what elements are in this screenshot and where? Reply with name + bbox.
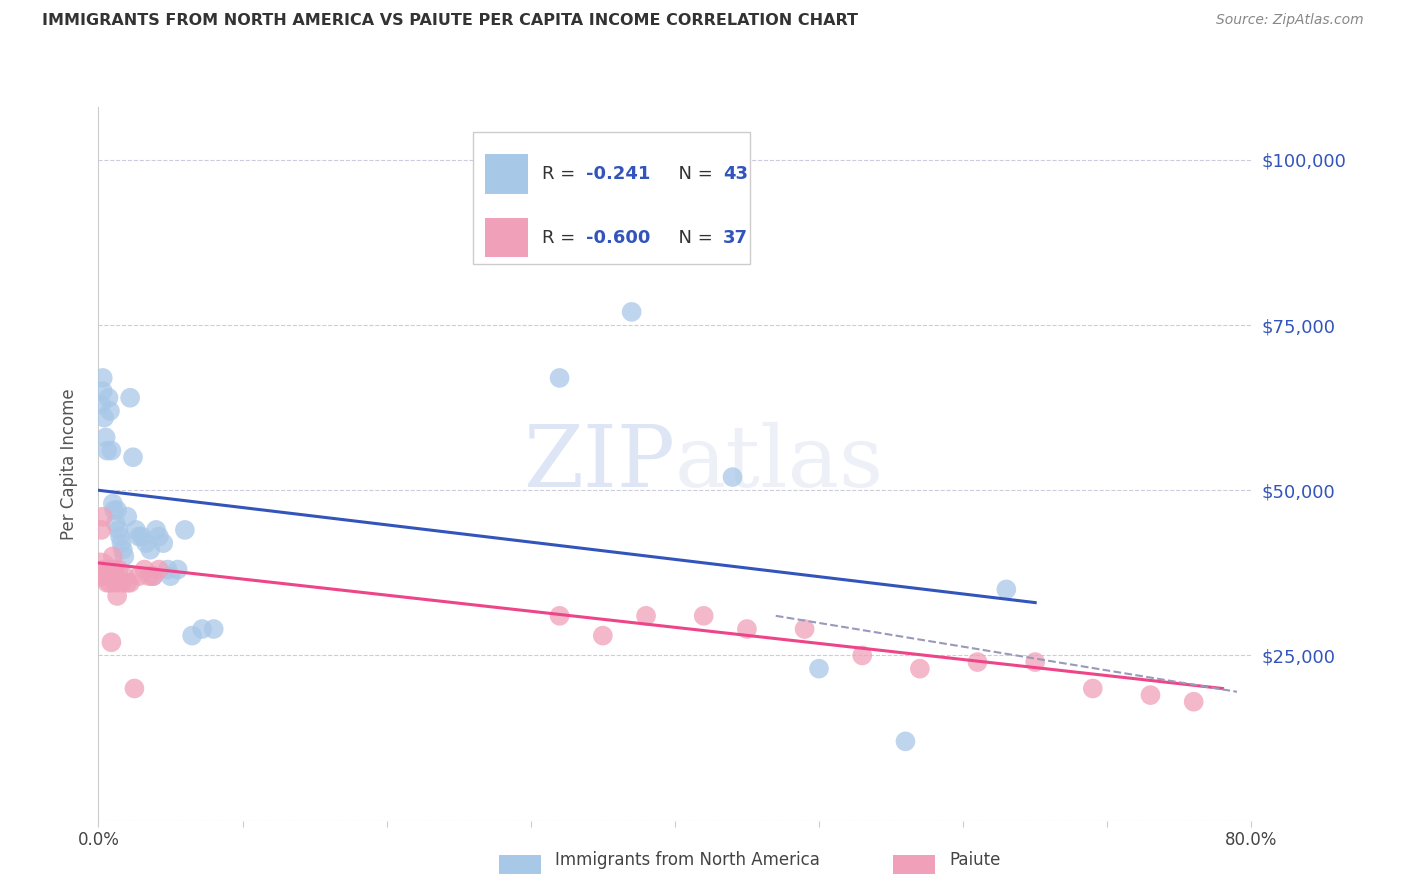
Text: ZIP: ZIP [523, 422, 675, 506]
Point [90, 397, 112, 411]
Point [112, 569, 135, 583]
Point [117, 575, 139, 590]
Point [202, 622, 225, 636]
Point [159, 569, 181, 583]
Point [108, 529, 131, 543]
Point [93, 410, 115, 425]
Point [807, 662, 830, 676]
Point [120, 391, 142, 405]
Point [122, 450, 145, 465]
Point [592, 629, 614, 643]
Point [166, 563, 188, 577]
Point [548, 371, 571, 385]
Point [131, 529, 153, 543]
Point [98, 575, 121, 590]
Point [103, 563, 125, 577]
Point [105, 589, 128, 603]
Point [101, 496, 124, 510]
Point [966, 655, 988, 669]
Point [995, 582, 1018, 597]
Text: 37: 37 [723, 228, 748, 246]
Text: N =: N = [666, 228, 718, 246]
Point [107, 563, 129, 577]
Point [174, 523, 197, 537]
Point [103, 503, 125, 517]
Point [91, 371, 114, 385]
Point [91, 384, 114, 399]
Point [120, 575, 142, 590]
Point [138, 569, 160, 583]
Point [94, 430, 117, 444]
Point [91, 509, 114, 524]
FancyBboxPatch shape [472, 132, 749, 264]
Point [142, 569, 165, 583]
Point [636, 608, 658, 623]
Point [128, 569, 150, 583]
Point [97, 391, 120, 405]
Point [94, 569, 117, 583]
Text: atlas: atlas [675, 422, 884, 506]
Point [101, 549, 124, 564]
Text: IMMIGRANTS FROM NORTH AMERICA VS PAIUTE PER CAPITA INCOME CORRELATION CHART: IMMIGRANTS FROM NORTH AMERICA VS PAIUTE … [42, 13, 858, 29]
Y-axis label: Per Capita Income: Per Capita Income [59, 388, 77, 540]
Point [110, 536, 132, 550]
Point [96, 575, 118, 590]
Point [1139, 688, 1161, 702]
Point [128, 529, 150, 543]
Point [191, 622, 214, 636]
Point [548, 608, 571, 623]
Point [124, 681, 146, 696]
Point [112, 549, 135, 564]
Point [156, 563, 179, 577]
Point [721, 470, 744, 484]
Point [104, 516, 127, 531]
Point [181, 629, 204, 643]
Point [1182, 695, 1205, 709]
Point [139, 542, 162, 557]
Text: Paiute: Paiute [949, 851, 1001, 869]
Point [894, 734, 917, 748]
Bar [485, 154, 529, 194]
Point [134, 563, 156, 577]
Point [908, 662, 931, 676]
Bar [485, 218, 529, 258]
Point [793, 622, 815, 636]
Point [97, 563, 120, 577]
Point [100, 443, 122, 458]
Point [142, 569, 165, 583]
Point [110, 575, 132, 590]
Point [117, 509, 139, 524]
Text: Source: ZipAtlas.com: Source: ZipAtlas.com [1216, 13, 1364, 28]
Point [148, 563, 170, 577]
Point [111, 542, 134, 557]
Point [89, 563, 111, 577]
Point [93, 563, 115, 577]
Point [851, 648, 873, 663]
Point [100, 635, 122, 649]
Text: R =: R = [543, 228, 581, 246]
Text: R =: R = [543, 165, 581, 183]
Point [107, 523, 129, 537]
Text: -0.600: -0.600 [586, 228, 651, 246]
Text: Immigrants from North America: Immigrants from North America [555, 851, 820, 869]
Point [148, 529, 170, 543]
Point [693, 608, 716, 623]
Point [96, 443, 118, 458]
Point [135, 536, 157, 550]
Point [152, 536, 174, 550]
Point [105, 503, 128, 517]
Point [104, 575, 127, 590]
Text: 43: 43 [723, 165, 748, 183]
Text: N =: N = [666, 165, 718, 183]
Point [735, 622, 758, 636]
Point [90, 523, 112, 537]
Point [620, 305, 643, 319]
Point [1081, 681, 1104, 696]
Point [125, 523, 148, 537]
Text: -0.241: -0.241 [586, 165, 651, 183]
Point [98, 404, 121, 418]
Point [1024, 655, 1046, 669]
Point [145, 523, 167, 537]
